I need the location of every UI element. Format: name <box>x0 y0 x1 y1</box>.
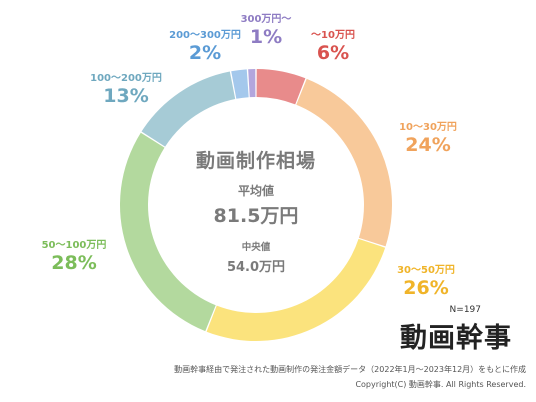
slice-label-3: 30〜50万円 26% <box>397 265 455 299</box>
donut-slice-7 <box>248 69 256 98</box>
donut-slice-6 <box>231 69 249 99</box>
copyright-notice: Copyright(C) 動画幹事. All Rights Reserved. <box>355 380 526 389</box>
slice-percent-label: 24% <box>405 134 451 156</box>
donut-slice-2 <box>296 78 392 247</box>
slice-percent-label: 13% <box>103 85 149 107</box>
slice-category-label: 30〜50万円 <box>397 265 455 276</box>
slice-percent-label: 26% <box>403 277 449 299</box>
slice-category-label: 100〜200万円 <box>90 73 162 84</box>
slice-percent-label: 28% <box>51 252 97 274</box>
slice-label-2: 10〜30万円 24% <box>399 122 457 156</box>
donut-slice-5 <box>141 71 236 147</box>
slice-label-6: 200〜300万円 2% <box>169 30 241 64</box>
donut-slice-4 <box>119 132 216 332</box>
slice-category-label: 〜10万円 <box>311 30 355 41</box>
slice-label-1: 〜10万円 6% <box>311 30 355 64</box>
slice-label-7: 300万円〜 1% <box>241 14 292 48</box>
average-label: 平均値 <box>237 184 275 198</box>
brand-logo: 動画幹事 <box>400 323 512 354</box>
median-value: 54.0万円 <box>226 260 286 275</box>
slice-category-label: 300万円〜 <box>240 14 292 25</box>
slice-category-label: 10〜30万円 <box>399 122 457 133</box>
slice-label-5: 100〜200万円 13% <box>90 73 162 107</box>
median-label: 中央値 <box>241 242 271 253</box>
donut-slice-3 <box>206 238 386 342</box>
slice-percent-label: 1% <box>249 26 283 48</box>
donut-slices <box>119 69 392 342</box>
slice-label-4: 50〜100万円 28% <box>42 240 107 274</box>
center-title: 動画制作相場 <box>195 150 317 172</box>
sample-size: N=197 <box>449 305 481 315</box>
average-value: 81.5万円 <box>213 205 299 227</box>
slice-category-label: 200〜300万円 <box>169 30 241 41</box>
footnote: 動画幹事経由で発注された動画制作の発注金額データ（2022年1月〜2023年12… <box>174 365 526 374</box>
donut-slice-1 <box>256 69 306 105</box>
slice-percent-label: 6% <box>316 42 350 64</box>
slice-category-label: 50〜100万円 <box>41 240 107 251</box>
slice-percent-label: 2% <box>188 42 222 64</box>
